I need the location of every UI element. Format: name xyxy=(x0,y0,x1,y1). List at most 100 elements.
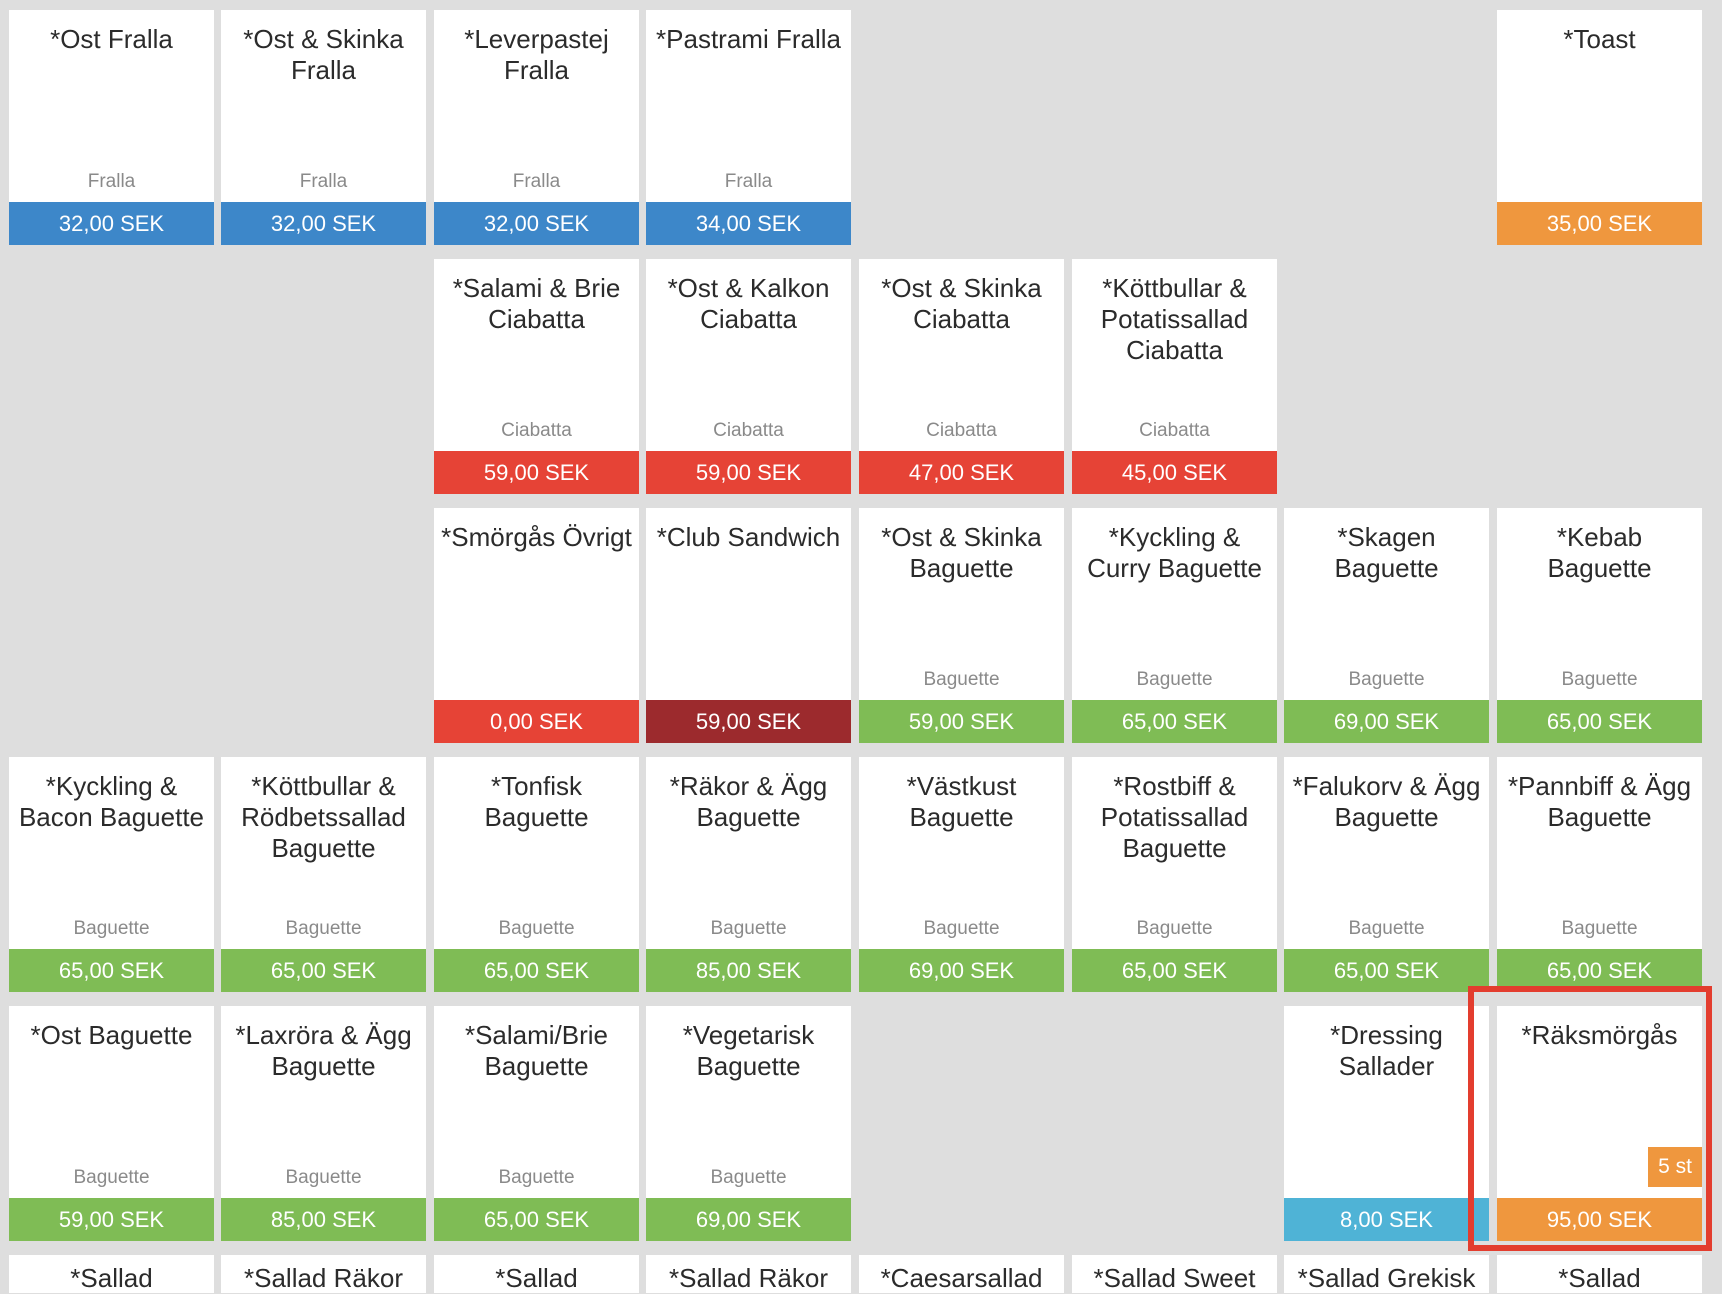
product-tile-smorgas-ovrigt[interactable]: *Smörgås Övrigt 0,00 SEK xyxy=(434,508,639,743)
product-tile-vastkust-baguette[interactable]: *Västkust Baguette Baguette 69,00 SEK xyxy=(859,757,1064,992)
product-price: 65,00 SEK xyxy=(1497,700,1702,743)
product-tile-sallad[interactable]: *Sallad xyxy=(1497,1255,1702,1293)
product-category: Baguette xyxy=(285,1167,362,1188)
product-tile-toast[interactable]: *Toast 35,00 SEK xyxy=(1497,10,1702,245)
product-price: 69,00 SEK xyxy=(859,949,1064,992)
product-name: *Västkust Baguette xyxy=(906,771,1017,832)
product-tile-sallad-grekisk[interactable]: *Sallad Grekisk xyxy=(1284,1255,1489,1293)
product-name: *Ost & Skinka Fralla xyxy=(243,24,404,85)
product-price: 65,00 SEK xyxy=(1284,949,1489,992)
product-category: Fralla xyxy=(87,171,136,192)
product-category: Baguette xyxy=(1348,918,1425,939)
product-price: 65,00 SEK xyxy=(1072,700,1277,743)
product-price: 69,00 SEK xyxy=(646,1198,851,1241)
product-price: 95,00 SEK xyxy=(1497,1198,1702,1241)
product-name: *Ost & Skinka Ciabatta xyxy=(881,273,1042,334)
product-category: Baguette xyxy=(498,1167,575,1188)
product-category: Ciabatta xyxy=(713,420,784,441)
product-name: *Kyckling & Bacon Baguette xyxy=(18,771,205,832)
product-name: *Sallad Grekisk xyxy=(1297,1263,1476,1293)
product-price: 34,00 SEK xyxy=(646,202,851,245)
product-price: 35,00 SEK xyxy=(1497,202,1702,245)
product-name: *Toast xyxy=(1563,24,1636,54)
product-category: Ciabatta xyxy=(501,420,572,441)
product-name: *Rostbiff & Potatissallad Baguette xyxy=(1100,771,1249,863)
product-name: *Köttbullar & Rödbetssallad Baguette xyxy=(241,771,406,863)
product-tile-sallad-sweet[interactable]: *Sallad Sweet xyxy=(1072,1255,1277,1293)
product-category: Fralla xyxy=(512,171,561,192)
product-tile-sallad[interactable]: *Sallad xyxy=(434,1255,639,1293)
product-name: *Salami & Brie Ciabatta xyxy=(452,273,621,334)
product-price: 59,00 SEK xyxy=(434,451,639,494)
product-price: 45,00 SEK xyxy=(1072,451,1277,494)
product-name: *Smörgås Övrigt xyxy=(441,522,632,552)
product-tile-rostbiff-potatissallad-baguette[interactable]: *Rostbiff & Potatissallad Baguette Baguet… xyxy=(1072,757,1277,992)
product-name: *Kebab Baguette xyxy=(1547,522,1652,583)
product-tile-tonfisk-baguette[interactable]: *Tonfisk Baguette Baguette 65,00 SEK xyxy=(434,757,639,992)
product-category: Baguette xyxy=(923,669,1000,690)
product-category: Baguette xyxy=(73,1167,150,1188)
product-price: 59,00 SEK xyxy=(9,1198,214,1241)
product-tile-kyckling-bacon-baguette[interactable]: *Kyckling & Bacon Baguette Baguette 65,00 … xyxy=(9,757,214,992)
product-name: *Räksmörgås xyxy=(1521,1020,1678,1050)
product-tile-kottbullar-rodbetssallad-baguette[interactable]: *Köttbullar & Rödbetssallad Baguette Bagu… xyxy=(221,757,426,992)
quantity-badge: 5 st xyxy=(1648,1147,1702,1187)
product-tile-salami-brie-ciabatta[interactable]: *Salami & Brie Ciabatta Ciabatta 59,00 SEK xyxy=(434,259,639,494)
product-tile-ost-skinka-baguette[interactable]: *Ost & Skinka Baguette Baguette 59,00 SEK xyxy=(859,508,1064,743)
product-tile-ost-baguette[interactable]: *Ost Baguette Baguette 59,00 SEK xyxy=(9,1006,214,1241)
product-category: Fralla xyxy=(299,171,348,192)
product-tile-vegetarisk-baguette[interactable]: *Vegetarisk Baguette Baguette 69,00 SEK xyxy=(646,1006,851,1241)
product-name: *Skagen Baguette xyxy=(1334,522,1439,583)
product-name: *Caesarsallad xyxy=(880,1263,1043,1293)
product-tile-falukorv-agg-baguette[interactable]: *Falukorv & Ägg Baguette Baguette 65,00 SE… xyxy=(1284,757,1489,992)
product-tile-skagen-baguette[interactable]: *Skagen Baguette Baguette 69,00 SEK xyxy=(1284,508,1489,743)
product-tile-laxrora-agg-baguette[interactable]: *Laxröra & Ägg Baguette Baguette 85,00 SEK xyxy=(221,1006,426,1241)
product-tile-kyckling-curry-baguette[interactable]: *Kyckling & Curry Baguette Baguette 65,00 … xyxy=(1072,508,1277,743)
product-price: 65,00 SEK xyxy=(9,949,214,992)
product-tile-sallad-rakor[interactable]: *Sallad Räkor xyxy=(221,1255,426,1293)
product-tile-club-sandwich[interactable]: *Club Sandwich 59,00 SEK xyxy=(646,508,851,743)
product-price: 8,00 SEK xyxy=(1284,1198,1489,1241)
product-name: *Vegetarisk Baguette xyxy=(682,1020,815,1081)
product-category: Baguette xyxy=(1348,669,1425,690)
product-name: *Tonfisk Baguette xyxy=(484,771,589,832)
product-price: 85,00 SEK xyxy=(221,1198,426,1241)
product-tile-ost-skinka-ciabatta[interactable]: *Ost & Skinka Ciabatta Ciabatta 47,00 SEK xyxy=(859,259,1064,494)
product-price: 32,00 SEK xyxy=(221,202,426,245)
product-name: *Pastrami Fralla xyxy=(656,24,841,54)
product-name: *Kyckling & Curry Baguette xyxy=(1087,522,1262,583)
product-price: 32,00 SEK xyxy=(9,202,214,245)
product-tile-rakor-agg-baguette[interactable]: *Räkor & Ägg Baguette Baguette 85,00 SEK xyxy=(646,757,851,992)
product-name: *Ost & Kalkon Ciabatta xyxy=(667,273,830,334)
product-tile-caesarsallad[interactable]: *Caesarsallad xyxy=(859,1255,1064,1293)
product-category: Baguette xyxy=(1136,918,1213,939)
product-price: 65,00 SEK xyxy=(1072,949,1277,992)
product-tile-kottbullar-potatissallad-ciabatta[interactable]: *Köttbullar & Potatissallad Ciabatta Ciab… xyxy=(1072,259,1277,494)
product-category: Baguette xyxy=(1561,669,1638,690)
product-tile-sallad[interactable]: *Sallad xyxy=(9,1255,214,1293)
product-tile-sallad-rakor[interactable]: *Sallad Räkor xyxy=(646,1255,851,1293)
product-category: Baguette xyxy=(1561,918,1638,939)
product-tile-pastrami-fralla[interactable]: *Pastrami Fralla Fralla 34,00 SEK xyxy=(646,10,851,245)
product-price: 0,00 SEK xyxy=(434,700,639,743)
product-name: *Leverpastej Fralla xyxy=(464,24,609,85)
product-name: *Ost Fralla xyxy=(50,24,173,54)
product-tile-ost-fralla[interactable]: *Ost Fralla Fralla 32,00 SEK xyxy=(9,10,214,245)
product-category: Baguette xyxy=(923,918,1000,939)
product-tile-salami-brie-baguette[interactable]: *Salami/Brie Baguette Baguette 65,00 SEK xyxy=(434,1006,639,1241)
product-tile-ost-kalkon-ciabatta[interactable]: *Ost & Kalkon Ciabatta Ciabatta 59,00 SEK xyxy=(646,259,851,494)
product-tile-pannbiff-agg-baguette[interactable]: *Pannbiff & Ägg Baguette Baguette 65,00 SE… xyxy=(1497,757,1702,992)
product-tile-kebab-baguette[interactable]: *Kebab Baguette Baguette 65,00 SEK xyxy=(1497,508,1702,743)
product-price: 65,00 SEK xyxy=(434,1198,639,1241)
product-price: 65,00 SEK xyxy=(434,949,639,992)
product-tile-ost-skinka-fralla[interactable]: *Ost & Skinka Fralla Fralla 32,00 SEK xyxy=(221,10,426,245)
product-name: *Sallad Räkor xyxy=(669,1263,828,1293)
product-tile-leverpastej-fralla[interactable]: *Leverpastej Fralla Fralla 32,00 SEK xyxy=(434,10,639,245)
product-tile-dressing-sallader[interactable]: *Dressing Sallader 8,00 SEK xyxy=(1284,1006,1489,1241)
product-name: *Falukorv & Ägg Baguette xyxy=(1292,771,1481,832)
product-category: Ciabatta xyxy=(1139,420,1210,441)
product-tile-raksmorgas[interactable]: *Räksmörgås 95,00 SEK 5 st xyxy=(1497,1006,1702,1241)
product-category: Baguette xyxy=(710,1167,787,1188)
product-price: 65,00 SEK xyxy=(1497,949,1702,992)
